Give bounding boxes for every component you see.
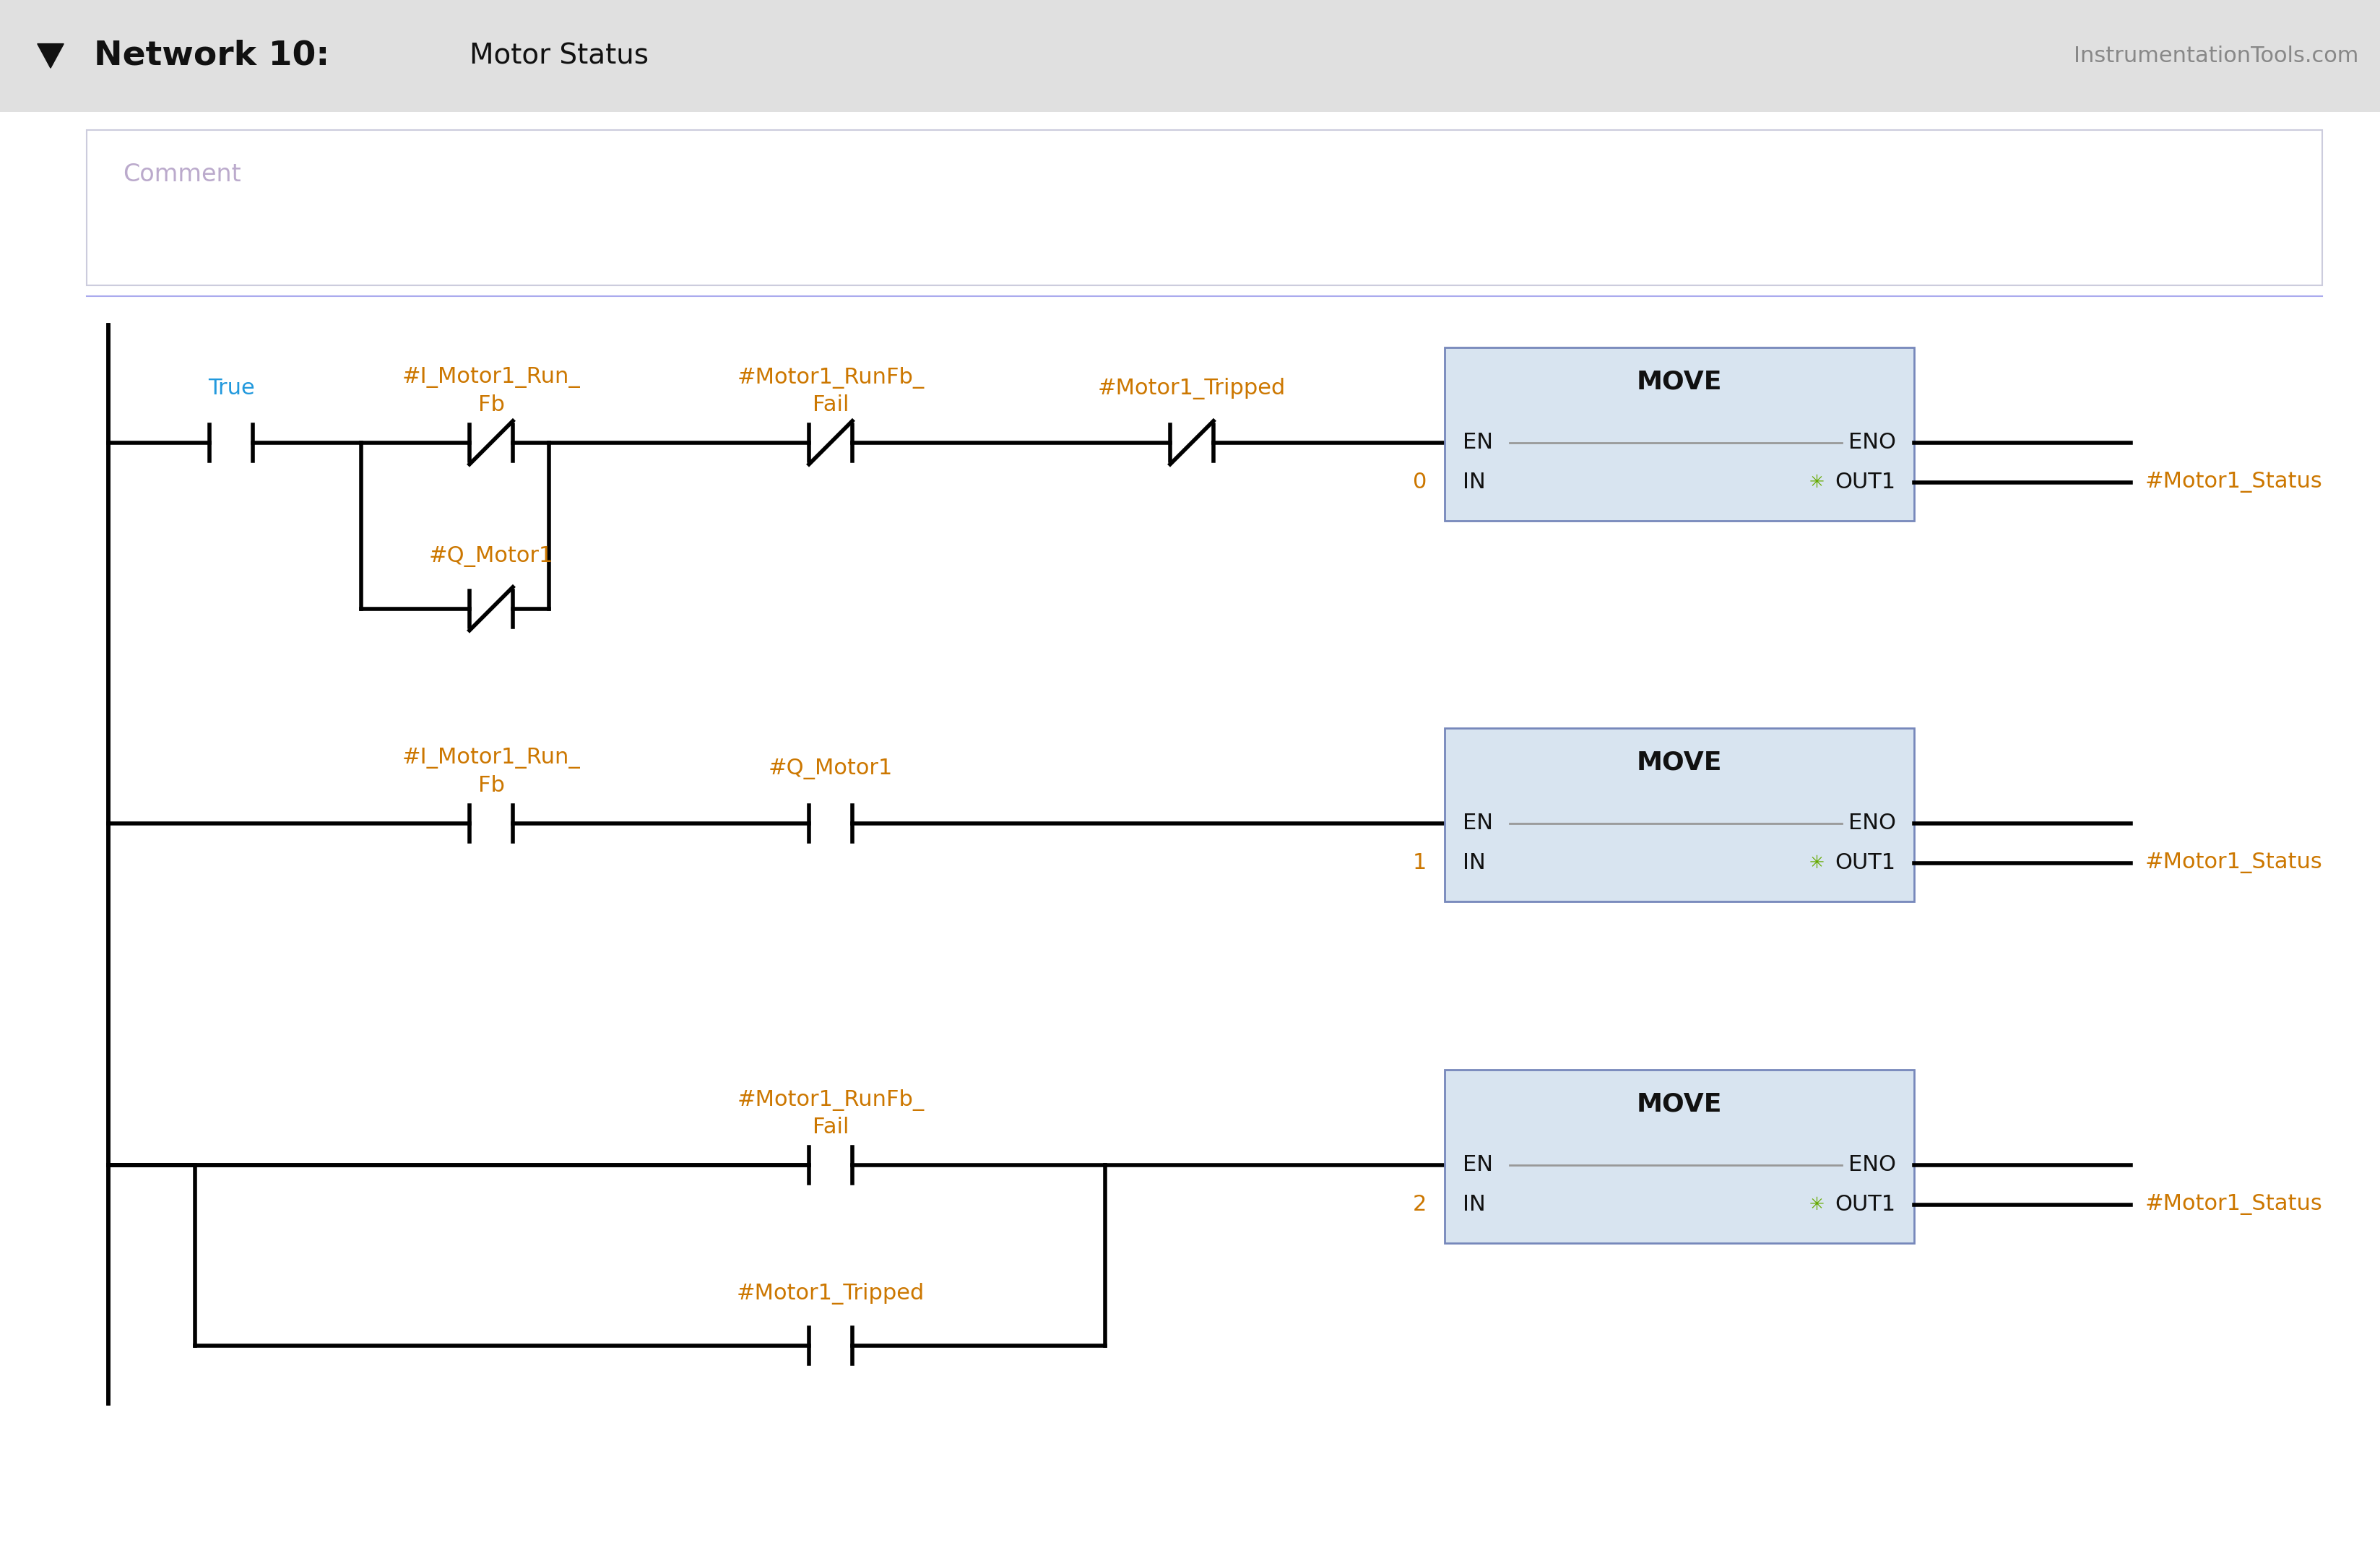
Text: MOVE: MOVE xyxy=(1637,1092,1723,1117)
Text: #Motor1_Tripped: #Motor1_Tripped xyxy=(1097,377,1285,399)
Text: Fail: Fail xyxy=(812,1117,850,1138)
Text: ✳: ✳ xyxy=(1809,854,1823,871)
Text: ENO: ENO xyxy=(1849,1154,1897,1176)
Text: InstrumentationTools.com: InstrumentationTools.com xyxy=(2073,45,2359,67)
Text: #Motor1_RunFb_: #Motor1_RunFb_ xyxy=(738,367,923,388)
Text: 1: 1 xyxy=(1414,853,1426,873)
Text: Comment: Comment xyxy=(124,163,240,186)
Bar xyxy=(1445,348,1914,520)
Text: Fb: Fb xyxy=(478,394,505,416)
Text: True: True xyxy=(207,377,255,399)
Text: Fb: Fb xyxy=(478,775,505,797)
Text: 0: 0 xyxy=(1414,472,1426,492)
Text: IN: IN xyxy=(1464,1194,1485,1214)
Polygon shape xyxy=(38,43,64,68)
Text: EN: EN xyxy=(1464,432,1492,453)
Text: #Q_Motor1: #Q_Motor1 xyxy=(769,758,892,780)
Text: 2: 2 xyxy=(1414,1194,1426,1214)
Text: ✳: ✳ xyxy=(1809,1196,1823,1213)
Text: #Q_Motor1: #Q_Motor1 xyxy=(428,547,555,567)
Text: #Motor1_Status: #Motor1_Status xyxy=(2144,853,2323,873)
Text: ENO: ENO xyxy=(1849,432,1897,453)
Text: IN: IN xyxy=(1464,472,1485,492)
Text: EN: EN xyxy=(1464,812,1492,834)
Text: #Motor1_Status: #Motor1_Status xyxy=(2144,1194,2323,1214)
Text: #I_Motor1_Run_: #I_Motor1_Run_ xyxy=(402,747,581,769)
Text: #I_Motor1_Run_: #I_Motor1_Run_ xyxy=(402,367,581,388)
Text: IN: IN xyxy=(1464,853,1485,873)
Text: ✳: ✳ xyxy=(1809,474,1823,491)
Bar xyxy=(0,0,2380,112)
Text: MOVE: MOVE xyxy=(1637,370,1723,394)
Text: Motor Status: Motor Status xyxy=(469,42,650,70)
Bar xyxy=(86,130,2323,286)
Text: OUT1: OUT1 xyxy=(1835,472,1894,492)
Bar xyxy=(1445,1070,1914,1242)
Text: OUT1: OUT1 xyxy=(1835,1194,1894,1214)
Text: #Motor1_RunFb_: #Motor1_RunFb_ xyxy=(738,1089,923,1110)
Text: OUT1: OUT1 xyxy=(1835,853,1894,873)
Text: EN: EN xyxy=(1464,1154,1492,1176)
Text: Network 10:: Network 10: xyxy=(93,40,328,71)
Text: Fail: Fail xyxy=(812,394,850,416)
Text: ENO: ENO xyxy=(1849,812,1897,834)
Bar xyxy=(1445,728,1914,901)
Text: #Motor1_Status: #Motor1_Status xyxy=(2144,472,2323,492)
Text: #Motor1_Tripped: #Motor1_Tripped xyxy=(738,1283,926,1305)
Text: MOVE: MOVE xyxy=(1637,750,1723,775)
